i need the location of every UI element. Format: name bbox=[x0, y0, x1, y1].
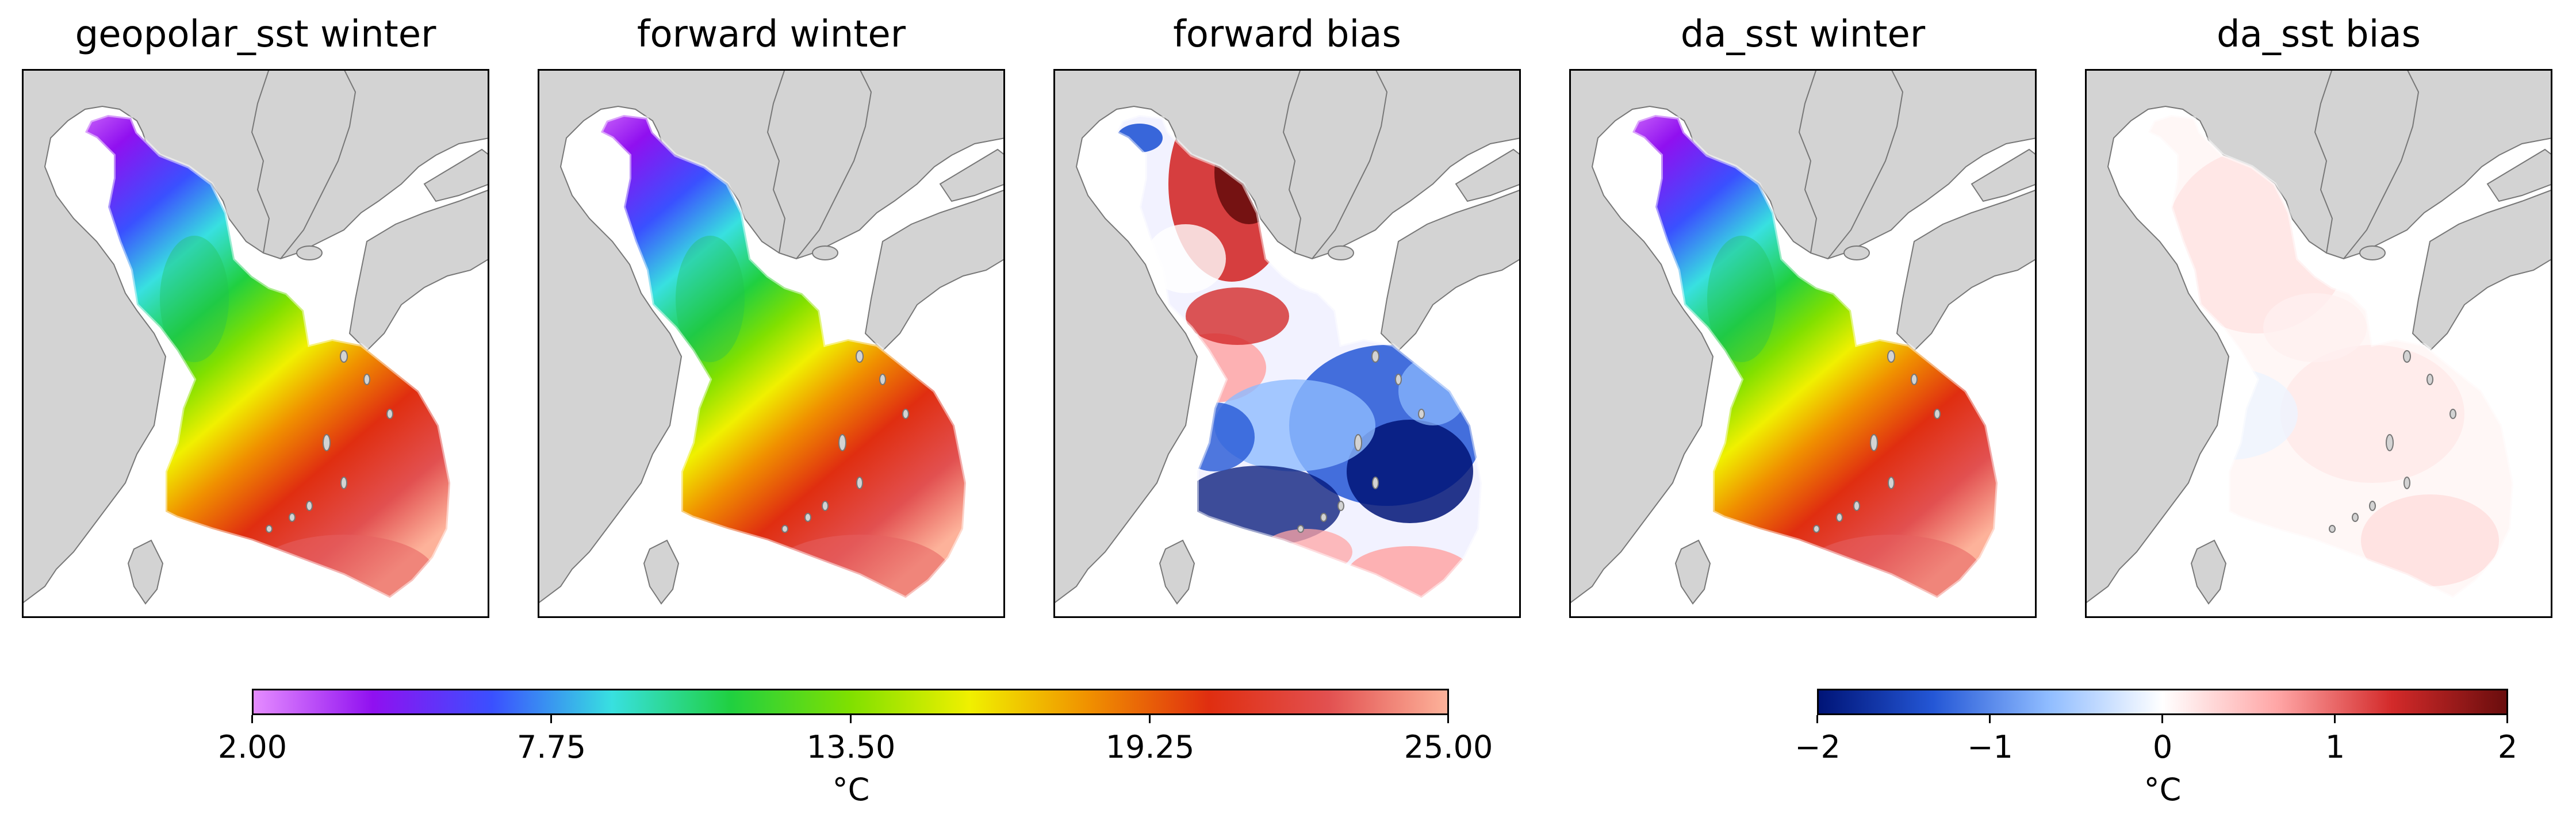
map-da-sst-bias bbox=[2085, 69, 2552, 618]
sst-tick-label: 2.00 bbox=[217, 729, 288, 765]
sst-colorbar-tick bbox=[850, 715, 852, 723]
map-forward-winter bbox=[538, 69, 1005, 618]
bias-tick-label: −1 bbox=[1967, 729, 2013, 765]
land bbox=[1569, 69, 2037, 605]
sst-colorbar-tick bbox=[251, 715, 253, 723]
panel-title: forward winter bbox=[637, 13, 906, 56]
islands bbox=[781, 245, 909, 533]
map-frame bbox=[538, 69, 1005, 618]
sst-colorbar-tick bbox=[1149, 715, 1151, 723]
bias-colorbar bbox=[1817, 689, 2508, 715]
sst-tick-label: 25.00 bbox=[1404, 729, 1493, 765]
land bbox=[1053, 69, 1521, 605]
islands bbox=[1297, 245, 1425, 533]
map-forward-bias bbox=[1053, 69, 1521, 618]
land bbox=[538, 69, 1005, 605]
panel-forward-bias: forward bias bbox=[1053, 13, 1521, 618]
panel-forward-winter: forward winter bbox=[538, 13, 1005, 618]
panel-da-sst-bias: da_sst bias bbox=[2085, 13, 2552, 618]
panel-title: geopolar_sst winter bbox=[75, 13, 436, 56]
domain-edge bbox=[1630, 113, 2000, 600]
map-frame bbox=[1569, 69, 2037, 618]
map-geopolar-sst-winter bbox=[22, 69, 489, 618]
sst-colorbar bbox=[252, 689, 1449, 715]
domain-edge bbox=[598, 113, 968, 600]
bias-tick-label: 0 bbox=[2152, 729, 2173, 765]
land bbox=[2085, 69, 2552, 605]
land bbox=[22, 69, 489, 605]
map-frame bbox=[2085, 69, 2552, 618]
sst-tick-label: 7.75 bbox=[516, 729, 586, 765]
sst-tick-label: 19.25 bbox=[1105, 729, 1195, 765]
panel-da-sst-winter: da_sst winter bbox=[1569, 13, 2037, 618]
domain-edge bbox=[82, 113, 453, 600]
domain-edge bbox=[1114, 113, 1484, 600]
islands bbox=[266, 245, 393, 533]
sst-colorbar-tick bbox=[550, 715, 552, 723]
bias-colorbar-tick bbox=[2506, 715, 2508, 723]
sst-tick-label: 13.50 bbox=[806, 729, 896, 765]
sst-colorbar-tick bbox=[1447, 715, 1449, 723]
panel-title: forward bias bbox=[1173, 13, 1401, 56]
islands bbox=[1813, 245, 1941, 533]
map-frame bbox=[22, 69, 489, 618]
bias-colorbar-tick bbox=[1989, 715, 1991, 723]
domain-edge bbox=[2145, 113, 2516, 600]
islands bbox=[2329, 245, 2456, 533]
sst-colorbar-unit: °C bbox=[832, 771, 870, 808]
bias-colorbar-unit: °C bbox=[2144, 771, 2182, 808]
panel-title: da_sst bias bbox=[2217, 13, 2421, 56]
bias-colorbar-tick bbox=[2334, 715, 2336, 723]
map-frame bbox=[1053, 69, 1521, 618]
map-da-sst-winter bbox=[1569, 69, 2037, 618]
panel-title: da_sst winter bbox=[1680, 13, 1926, 56]
bias-colorbar-tick bbox=[1816, 715, 1818, 723]
bias-tick-label: 2 bbox=[2497, 729, 2518, 765]
bias-tick-label: −2 bbox=[1795, 729, 1841, 765]
panel-geopolar-sst-winter: geopolar_sst winter bbox=[22, 13, 489, 618]
bias-colorbar-tick bbox=[2161, 715, 2163, 723]
bias-tick-label: 1 bbox=[2325, 729, 2345, 765]
